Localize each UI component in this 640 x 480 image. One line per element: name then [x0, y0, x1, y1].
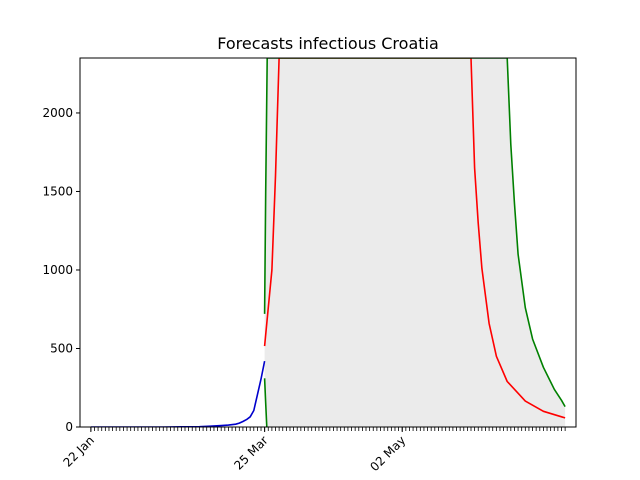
plot-area [90, 58, 566, 427]
y-tick-label: 500 [50, 341, 73, 355]
y-tick-label: 1000 [42, 263, 73, 277]
series-line-upper [263, 58, 566, 407]
y-tick-label: 1500 [42, 184, 73, 198]
series-line-central [263, 58, 566, 419]
y-tick-label: 2000 [42, 106, 73, 120]
y-tick-label: 0 [65, 420, 73, 434]
chart-title: Forecasts infectious Croatia [217, 34, 439, 53]
series-line-lower [263, 378, 268, 427]
uncertainty-band [264, 58, 566, 427]
axes-frame [79, 57, 577, 428]
